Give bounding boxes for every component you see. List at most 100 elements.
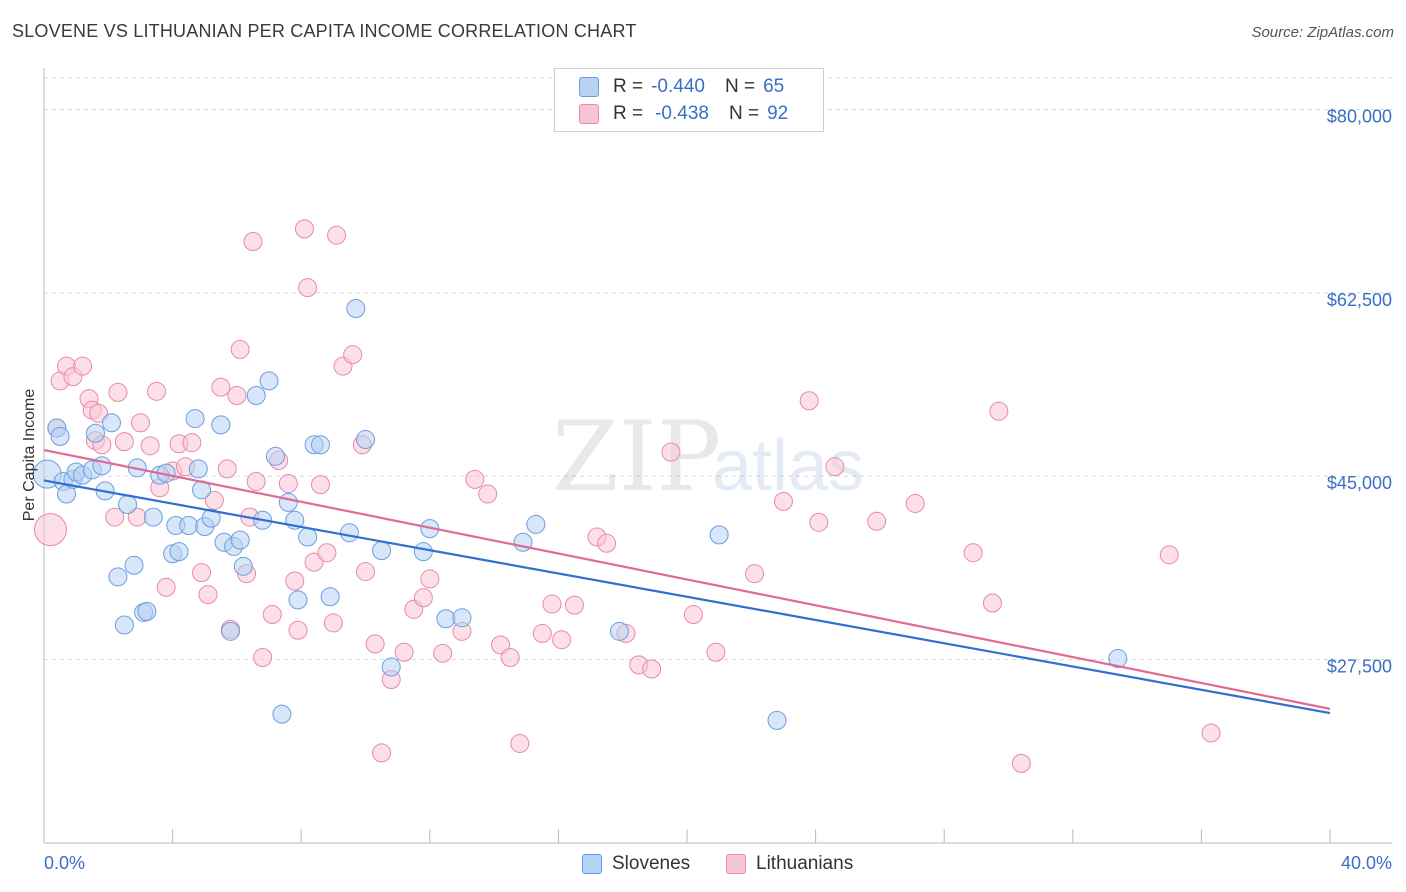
lithuanian-point xyxy=(217,459,237,479)
lithuanian-point xyxy=(394,642,414,662)
slovene-point xyxy=(298,527,318,547)
lithuanian-point xyxy=(198,585,218,605)
lithuanian-point xyxy=(243,231,263,251)
lithuanian-point xyxy=(1201,723,1221,743)
lithuanian-point xyxy=(542,594,562,614)
lithuanian-point xyxy=(1011,753,1031,773)
slovene-point xyxy=(265,446,285,466)
lithuanian-point xyxy=(73,356,93,376)
lithuanian-point xyxy=(989,401,1009,421)
slovene-point xyxy=(526,514,546,534)
lithuanian-point xyxy=(288,620,308,640)
slovene-point xyxy=(179,515,199,535)
slovene-point xyxy=(50,426,70,446)
y-tick-label: $80,000 xyxy=(1327,106,1392,126)
lithuanian-point xyxy=(343,345,363,365)
lithuanian-point xyxy=(147,381,167,401)
lithuanian-point xyxy=(89,403,109,423)
lithuanian-point xyxy=(285,571,305,591)
chart-source: Source: ZipAtlas.com xyxy=(1251,24,1394,41)
slovene-point xyxy=(381,657,401,677)
lithuanian-point xyxy=(356,562,375,582)
r-value: -0.438 xyxy=(655,103,709,124)
trend-lines xyxy=(43,448,1331,715)
slovene-point xyxy=(452,608,472,628)
y-tick-label: $45,000 xyxy=(1327,473,1392,493)
lithuanian-point xyxy=(706,642,726,662)
slovene-point xyxy=(169,542,189,562)
slovene-point xyxy=(233,556,253,576)
slovene-point xyxy=(436,609,456,629)
y-axis-label: Per Capita Income xyxy=(21,389,38,522)
watermark: ZIP atlas xyxy=(552,401,864,513)
lithuanian-point xyxy=(327,225,347,245)
lithuanian-point xyxy=(227,386,247,406)
slovene-point xyxy=(356,430,375,450)
slovene-trend-line xyxy=(43,479,1331,715)
lithuanian-point xyxy=(182,433,202,453)
lithuanian-point xyxy=(552,630,572,650)
slovene-point xyxy=(188,459,208,479)
lithuanian-point xyxy=(642,659,662,679)
slovene-point xyxy=(102,413,122,433)
lithuanian-point xyxy=(661,442,681,462)
legend-row-slovenes: R = -0.440 N = 65 xyxy=(579,75,784,99)
x-tick-min: 0.0% xyxy=(44,853,85,873)
lithuanian-trend-line xyxy=(43,448,1331,710)
slovene-points xyxy=(32,299,1128,730)
lithuanian-point xyxy=(799,391,819,411)
lithuanian-point xyxy=(982,593,1002,613)
lithuanian-point xyxy=(294,219,314,239)
n-label: N = xyxy=(724,76,756,97)
lithuanian-point xyxy=(825,457,845,477)
lithuanian-point xyxy=(905,493,925,513)
y-tick-label: $27,500 xyxy=(1327,657,1392,677)
lithuanian-point xyxy=(413,588,433,608)
stats-legend: R = -0.440 N = 65 R = -0.438 N = 92 xyxy=(554,68,824,132)
lithuanian-point xyxy=(372,743,392,763)
slovene-point xyxy=(346,299,366,319)
lithuanian-point xyxy=(108,382,128,402)
slovene-point xyxy=(259,371,279,391)
lithuanian-point xyxy=(478,484,498,504)
lithuanian-point xyxy=(500,648,520,668)
lithuanian-legend-swatch xyxy=(726,854,746,874)
n-value: 65 xyxy=(763,76,785,97)
legend-item-lithuanians[interactable]: Lithuanians xyxy=(726,852,853,876)
slovene-point xyxy=(118,495,138,515)
lithuanian-point xyxy=(310,475,330,495)
lithuanian-point xyxy=(465,469,485,489)
lithuanian-point xyxy=(365,634,385,654)
y-tick-labels: $27,500 $45,000 $62,500 $80,000 xyxy=(1327,106,1392,676)
lithuanian-point xyxy=(105,507,125,527)
slovene-point xyxy=(339,523,359,543)
slovene-swatch xyxy=(579,77,599,97)
axes xyxy=(43,68,1392,844)
slovene-point xyxy=(272,704,292,724)
lithuanian-point xyxy=(304,552,324,572)
r-label: R = xyxy=(613,76,644,97)
slovene-point xyxy=(124,555,144,575)
slovene-point xyxy=(230,530,250,550)
slovene-point xyxy=(114,615,134,635)
watermark-zip: ZIP xyxy=(552,401,721,513)
slovene-point xyxy=(767,710,787,730)
chart-title: SLOVENE VS LITHUANIAN PER CAPITA INCOME … xyxy=(12,21,637,41)
slovene-point xyxy=(201,508,221,528)
lithuanian-point xyxy=(809,512,829,532)
legend-item-slovenes[interactable]: Slovenes xyxy=(582,852,690,876)
slovene-point xyxy=(185,409,205,429)
y-tick-label: $62,500 xyxy=(1327,290,1392,310)
lithuanian-point xyxy=(420,569,440,589)
slovene-point xyxy=(609,621,629,641)
slovene-point xyxy=(310,435,330,455)
lithuanian-point xyxy=(963,543,983,563)
slovene-point xyxy=(211,415,231,435)
lithuanian-point xyxy=(745,564,765,584)
slovene-legend-swatch xyxy=(582,854,602,874)
lithuanian-point xyxy=(140,436,160,456)
lithuanian-point xyxy=(33,513,67,547)
slovene-point xyxy=(413,542,433,562)
lithuanian-point xyxy=(278,474,298,494)
